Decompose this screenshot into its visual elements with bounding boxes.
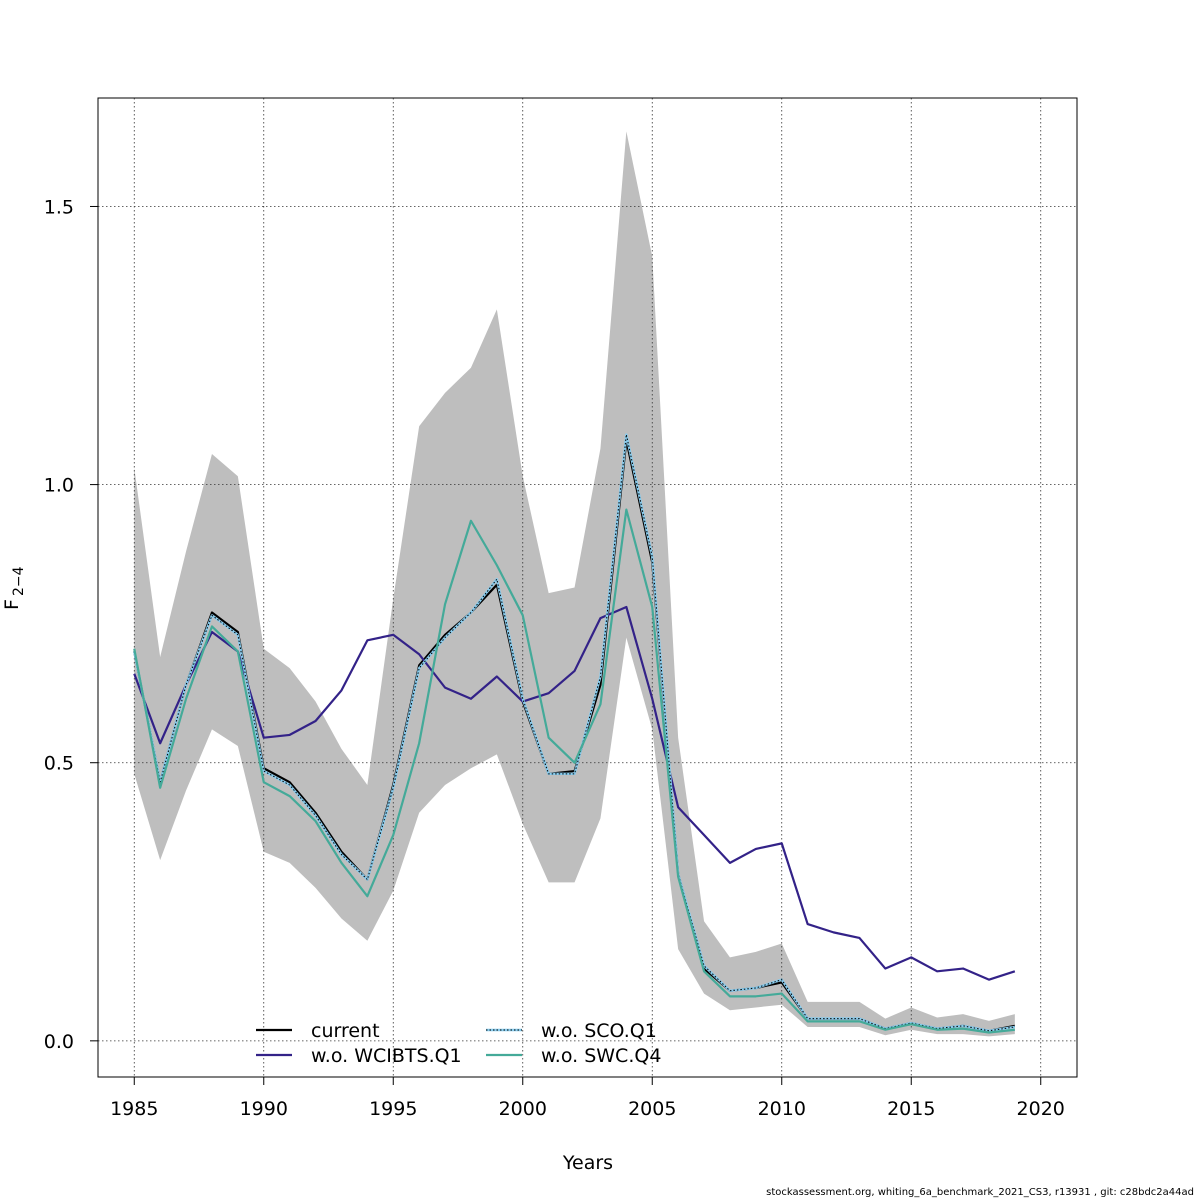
- series-layer: [133, 433, 1016, 1034]
- y-tick-label-1.5: 1.5: [44, 196, 74, 218]
- x-tick-label-1990: 1990: [240, 1098, 288, 1120]
- legend-label-w-o-wcibts-q1: w.o. WCIBTS.Q1: [311, 1045, 462, 1067]
- legend-label-current: current: [311, 1020, 380, 1042]
- series-line-w-o-swc-q4: [133, 508, 1015, 1034]
- legend: current w.o. WCIBTS.Q1 w.o. SCO.Q1 w.o. SWC…: [256, 1020, 661, 1067]
- x-tick-label-2010: 2010: [758, 1098, 806, 1120]
- confidence-band-layer: [134, 131, 1015, 1037]
- x-tick-label-2000: 2000: [499, 1098, 547, 1120]
- x-axis: 1985 1990 1995 2000 2005 2010 2015 2020: [110, 1077, 1065, 1120]
- y-axis-title-main: F: [1, 599, 23, 610]
- x-tick-label-1985: 1985: [110, 1098, 158, 1120]
- series-line-w-o-wcibts-q1: [133, 605, 1016, 981]
- legend-label-w-o-swc-q4: w.o. SWC.Q4: [541, 1045, 661, 1067]
- y-axis-title: F 2−4: [1, 566, 27, 610]
- y-axis: 0.0 0.5 1.0 1.5: [44, 196, 98, 1053]
- plot-frame: [97, 97, 1078, 1078]
- x-tick-label-1995: 1995: [369, 1098, 417, 1120]
- y-tick-label-1: 1.0: [44, 475, 74, 497]
- confidence-band: [134, 131, 1015, 1037]
- y-tick-label-0.5: 0.5: [44, 753, 74, 775]
- y-tick-label-0: 0.0: [44, 1031, 74, 1053]
- footer-credit: stockassessment.org, whiting_6a_benchmar…: [766, 1187, 1194, 1198]
- y-axis-title-subscript: 2−4: [11, 566, 27, 596]
- x-tick-label-2005: 2005: [628, 1098, 676, 1120]
- x-axis-title: Years: [562, 1152, 613, 1174]
- x-tick-label-2020: 2020: [1017, 1098, 1065, 1120]
- grid-layer: [98, 98, 1077, 1077]
- series-line-w-o-sco-q1: [133, 434, 1015, 1032]
- x-tick-label-2015: 2015: [887, 1098, 935, 1120]
- legend-label-w-o-sco-q1: w.o. SCO.Q1: [541, 1020, 657, 1042]
